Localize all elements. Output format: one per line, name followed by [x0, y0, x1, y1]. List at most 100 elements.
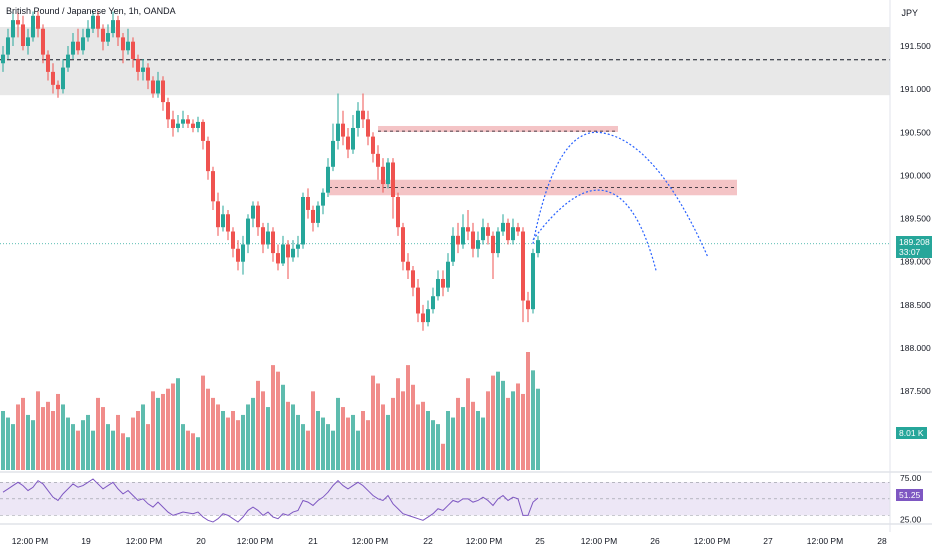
- candle-body: [261, 227, 265, 245]
- candle-body: [81, 37, 85, 51]
- volume-bar: [256, 380, 260, 470]
- volume-bar: [416, 404, 420, 470]
- candle-body: [281, 244, 285, 264]
- candle-body: [201, 121, 205, 141]
- price-axis[interactable]: 191.500 191.000 190.500 190.000 189.500 189.0…: [889, 0, 931, 532]
- volume-bar: [211, 397, 215, 470]
- volume-bar: [86, 414, 90, 470]
- candle-body: [441, 278, 445, 288]
- rsi-panel: [0, 471, 932, 525]
- volume-bar: [371, 375, 375, 470]
- volume-bar: [331, 430, 335, 470]
- volume-bar: [411, 384, 415, 470]
- time-tick-label: 12:00 PM: [466, 536, 502, 546]
- rsi-line: [2, 478, 539, 523]
- candle-body: [311, 209, 315, 223]
- price-tick-label: 188.500: [900, 300, 931, 310]
- volume-bar: [1, 411, 5, 470]
- candle-body: [286, 244, 290, 258]
- candle-body: [476, 240, 480, 249]
- volume-bar: [156, 397, 160, 470]
- volume-bar: [121, 433, 125, 470]
- candle-body: [116, 20, 120, 38]
- volume-bar: [241, 414, 245, 470]
- volume-bar: [231, 411, 235, 470]
- volume-bar: [16, 404, 20, 470]
- candle-body: [401, 227, 405, 262]
- candle-body: [16, 20, 20, 25]
- candle-body: [366, 119, 370, 137]
- time-tick-label: 12:00 PM: [12, 536, 48, 546]
- volume-bar: [271, 365, 275, 470]
- candle-body: [461, 227, 465, 245]
- price-tick-label: 190.500: [900, 127, 931, 137]
- volume-bar: [221, 411, 225, 470]
- price-tick-label: 190.000: [900, 170, 931, 180]
- volume-bar: [521, 393, 525, 470]
- volume-bar: [71, 424, 75, 470]
- price-tick-label: 187.500: [900, 386, 931, 396]
- volume-bar: [11, 424, 15, 470]
- last-price-tag: 189.208 33:07: [896, 236, 932, 258]
- candle-body: [186, 119, 190, 124]
- volume-bars: [1, 352, 540, 470]
- candle-body: [486, 227, 490, 236]
- volume-bar: [356, 430, 360, 470]
- volume-bar: [316, 411, 320, 470]
- time-tick-label: 12:00 PM: [581, 536, 617, 546]
- volume-bar: [366, 420, 370, 470]
- candle-body: [111, 20, 115, 34]
- time-tick-label: 12:00 PM: [807, 536, 843, 546]
- candle-body: [36, 15, 40, 29]
- volume-bar: [141, 404, 145, 470]
- candle-body: [436, 278, 440, 297]
- candle-body: [236, 248, 240, 262]
- candle-body: [511, 227, 515, 241]
- volume-bar: [51, 411, 55, 470]
- candle-body: [106, 33, 110, 42]
- currency-label[interactable]: JPY: [901, 8, 918, 18]
- candle-body: [316, 205, 320, 223]
- volume-bar: [531, 370, 535, 470]
- candle-body: [496, 231, 500, 254]
- candle-body: [21, 24, 25, 46]
- candle-body: [126, 41, 130, 51]
- price-tick-label: 189.500: [900, 214, 931, 224]
- candle-body: [196, 121, 200, 128]
- time-tick-label: 20: [196, 536, 206, 546]
- volume-bar: [471, 401, 475, 470]
- volume-bar: [61, 404, 65, 470]
- candle-body: [491, 235, 495, 254]
- volume-bar: [381, 404, 385, 470]
- volume-bar: [181, 424, 185, 470]
- candle-body: [211, 171, 215, 202]
- volume-bar: [291, 404, 295, 470]
- candle-body: [226, 214, 230, 232]
- candle-body: [1, 54, 5, 64]
- candle-body: [156, 80, 160, 94]
- volume-bar: [136, 411, 140, 470]
- candle-body: [361, 110, 365, 120]
- candle-body: [51, 71, 55, 85]
- candle-body: [166, 102, 170, 120]
- volume-bar: [91, 430, 95, 470]
- volume-bar: [111, 430, 115, 470]
- candle-body: [11, 20, 15, 38]
- volume-bar: [536, 388, 540, 470]
- volume-bar: [226, 417, 230, 470]
- candle-body: [411, 270, 415, 288]
- candle-body: [91, 15, 95, 29]
- volume-bar: [176, 378, 180, 470]
- time-axis[interactable]: 12:00 PM 19 12:00 PM 20 12:00 PM 21 12:00 PM 22…: [12, 536, 887, 546]
- candle-body: [306, 197, 310, 210]
- volume-bar: [31, 420, 35, 470]
- volume-bar: [146, 424, 150, 470]
- candle-body: [396, 197, 400, 228]
- candle-body: [521, 231, 525, 301]
- volume-bar: [526, 352, 530, 470]
- time-tick-label: 12:00 PM: [237, 536, 273, 546]
- volume-bar: [326, 424, 330, 470]
- candle-body: [526, 300, 530, 310]
- candle-body: [71, 41, 75, 55]
